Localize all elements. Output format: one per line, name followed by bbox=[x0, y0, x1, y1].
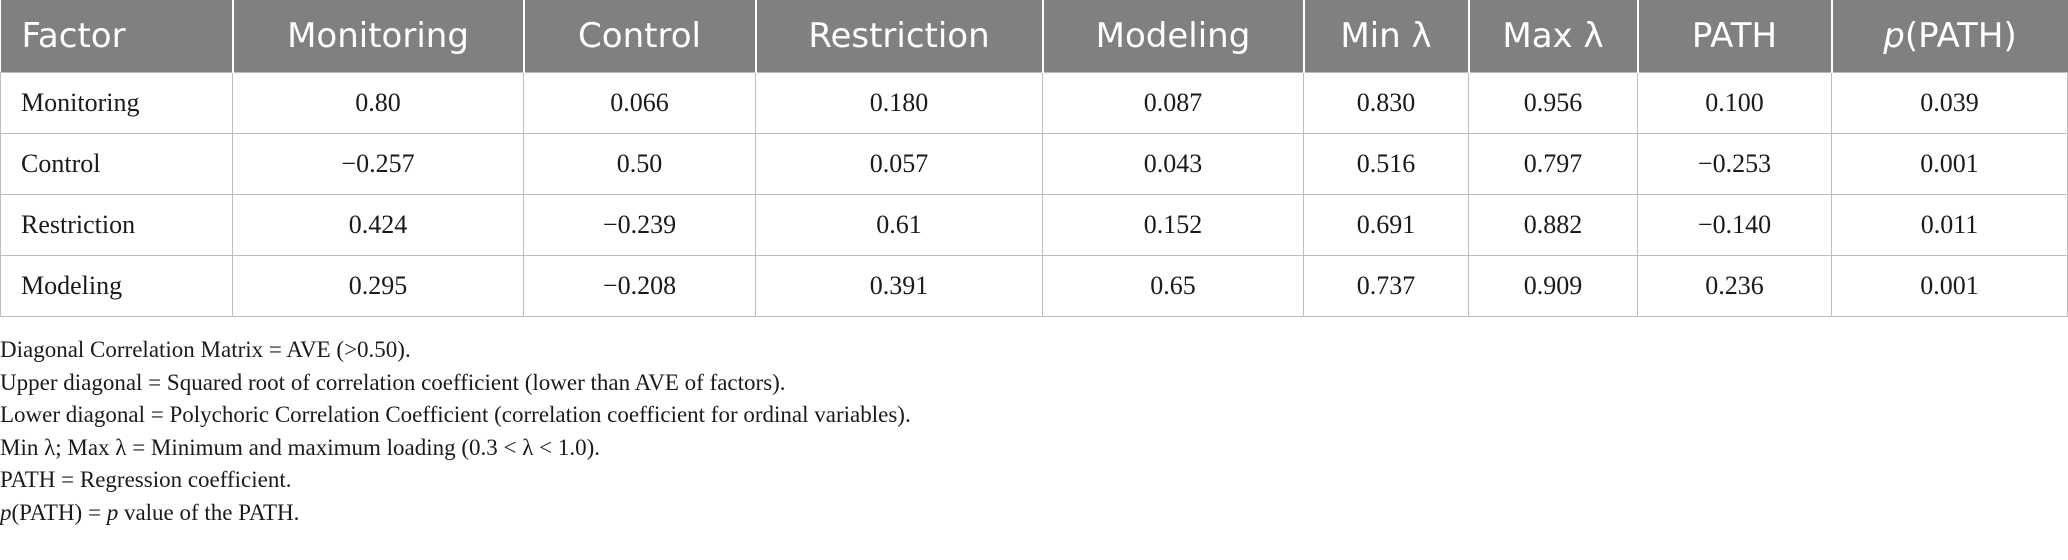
footnote-text: Upper diagonal = Squared root of correla… bbox=[0, 369, 786, 395]
table-cell: 0.152 bbox=[1042, 194, 1304, 256]
footnote-text: p bbox=[0, 499, 12, 525]
row-label-cell: Control bbox=[0, 133, 233, 195]
table-cell: 0.295 bbox=[232, 255, 524, 317]
table-cell: 0.882 bbox=[1468, 194, 1638, 256]
column-header-prefix: Factor bbox=[21, 16, 126, 56]
footnote-text: Diagonal Correlation Matrix = AVE (>0.50… bbox=[0, 337, 411, 362]
table-cell: 0.909 bbox=[1468, 255, 1638, 317]
table-cell: −0.208 bbox=[523, 255, 756, 317]
table-cell: 0.001 bbox=[1831, 255, 2068, 317]
column-header-prefix: Max λ bbox=[1502, 16, 1604, 56]
footnote-text: Lower diagonal = Polychoric Correlation … bbox=[0, 402, 911, 428]
correlation-table-container: Factor Monitoring Control Restriction Modeli… bbox=[0, 0, 2068, 317]
table-row: Monitoring 0.80 0.066 0.180 0.087 0.830 0.956 0… bbox=[0, 72, 2068, 134]
table-cell: 0.50 bbox=[523, 133, 756, 195]
table-cell: 0.80 bbox=[232, 72, 524, 134]
table-cell: 0.039 bbox=[1831, 72, 2068, 134]
table-cell: 0.691 bbox=[1303, 194, 1469, 256]
column-header: Control bbox=[522, 0, 756, 73]
table-cell: 0.236 bbox=[1637, 255, 1832, 317]
column-header-prefix: Restriction bbox=[808, 16, 990, 56]
column-header: PATH bbox=[1636, 0, 1832, 73]
table-cell: −0.257 bbox=[232, 133, 524, 195]
footnote-line: Min λ; Max λ = Minimum and maximum loadi… bbox=[0, 432, 911, 465]
table-cell: 0.011 bbox=[1831, 194, 2068, 256]
column-header: Min λ bbox=[1302, 0, 1469, 73]
table-row: Control −0.257 0.50 0.057 0.043 0.516 0.797 −0.… bbox=[0, 133, 2068, 195]
table-cell: 0.797 bbox=[1468, 133, 1638, 195]
row-label-cell: Monitoring bbox=[0, 72, 233, 134]
column-header-prefix: PATH bbox=[1691, 16, 1778, 56]
footnote-line: PATH = Regression coefficient. bbox=[0, 464, 911, 497]
table-cell: 0.087 bbox=[1042, 72, 1304, 134]
table-cell: 0.057 bbox=[755, 133, 1043, 195]
row-label-cell: Modeling bbox=[0, 255, 233, 317]
table-cell: 0.424 bbox=[232, 194, 524, 256]
column-header-suffix: (PATH) bbox=[1904, 16, 2017, 56]
column-header: Modeling bbox=[1041, 0, 1304, 73]
footnote-line: p(PATH) = p value of the PATH. bbox=[0, 497, 911, 530]
footnote-text: Min λ; Max λ = Minimum and maximum loadi… bbox=[0, 434, 601, 460]
table-footnotes: Diagonal Correlation Matrix = AVE (>0.50… bbox=[0, 334, 911, 530]
footnote-text: value of the PATH. bbox=[118, 499, 300, 525]
table-cell: 0.61 bbox=[755, 194, 1043, 256]
column-header-prefix: Modeling bbox=[1095, 16, 1251, 56]
footnote-text: p bbox=[106, 499, 119, 525]
table-row: Modeling 0.295 −0.208 0.391 0.65 0.737 0.909 0.… bbox=[0, 255, 2068, 317]
table-cell: 0.066 bbox=[523, 72, 756, 134]
table-cell: 0.956 bbox=[1468, 72, 1638, 134]
table-cell: 0.100 bbox=[1637, 72, 1832, 134]
table-cell: 0.516 bbox=[1303, 133, 1469, 195]
column-header: Max λ bbox=[1467, 0, 1638, 73]
column-header: Monitoring bbox=[231, 0, 524, 73]
footnote-text: (PATH) = bbox=[11, 499, 107, 525]
table-cell: 0.830 bbox=[1303, 72, 1469, 134]
column-header-prefix: Min λ bbox=[1340, 16, 1432, 56]
column-header-italic: p bbox=[1883, 16, 1905, 56]
column-header-prefix: Control bbox=[578, 16, 701, 56]
row-label-cell: Restriction bbox=[0, 194, 233, 256]
table-cell: 0.043 bbox=[1042, 133, 1304, 195]
column-header-prefix: Monitoring bbox=[287, 16, 469, 56]
footnote-line: Diagonal Correlation Matrix = AVE (>0.50… bbox=[0, 334, 911, 367]
table-cell: −0.140 bbox=[1637, 194, 1832, 256]
table-cell: 0.180 bbox=[755, 72, 1043, 134]
footnote-line: Upper diagonal = Squared root of correla… bbox=[0, 367, 911, 400]
column-header: p(PATH) bbox=[1830, 0, 2068, 73]
table-row: Restriction 0.424 −0.239 0.61 0.152 0.691 0.88… bbox=[0, 194, 2068, 256]
table-cell: 0.391 bbox=[755, 255, 1043, 317]
table-cell: 0.737 bbox=[1303, 255, 1469, 317]
table-header-row: Factor Monitoring Control Restriction Modeli… bbox=[0, 0, 2068, 73]
table-cell: 0.65 bbox=[1042, 255, 1304, 317]
column-header: Factor bbox=[0, 0, 233, 73]
table-cell: −0.253 bbox=[1637, 133, 1832, 195]
table-cell: −0.239 bbox=[523, 194, 756, 256]
factor-correlation-table: Factor Monitoring Control Restriction Modeli… bbox=[0, 0, 2068, 317]
column-header: Restriction bbox=[754, 0, 1043, 73]
table-cell: 0.001 bbox=[1831, 133, 2068, 195]
table-body: Monitoring 0.80 0.066 0.180 0.087 0.830 0.956 0… bbox=[0, 72, 2068, 317]
footnote-line: Lower diagonal = Polychoric Correlation … bbox=[0, 399, 911, 432]
footnote-text: PATH = Regression coefficient. bbox=[0, 467, 292, 493]
